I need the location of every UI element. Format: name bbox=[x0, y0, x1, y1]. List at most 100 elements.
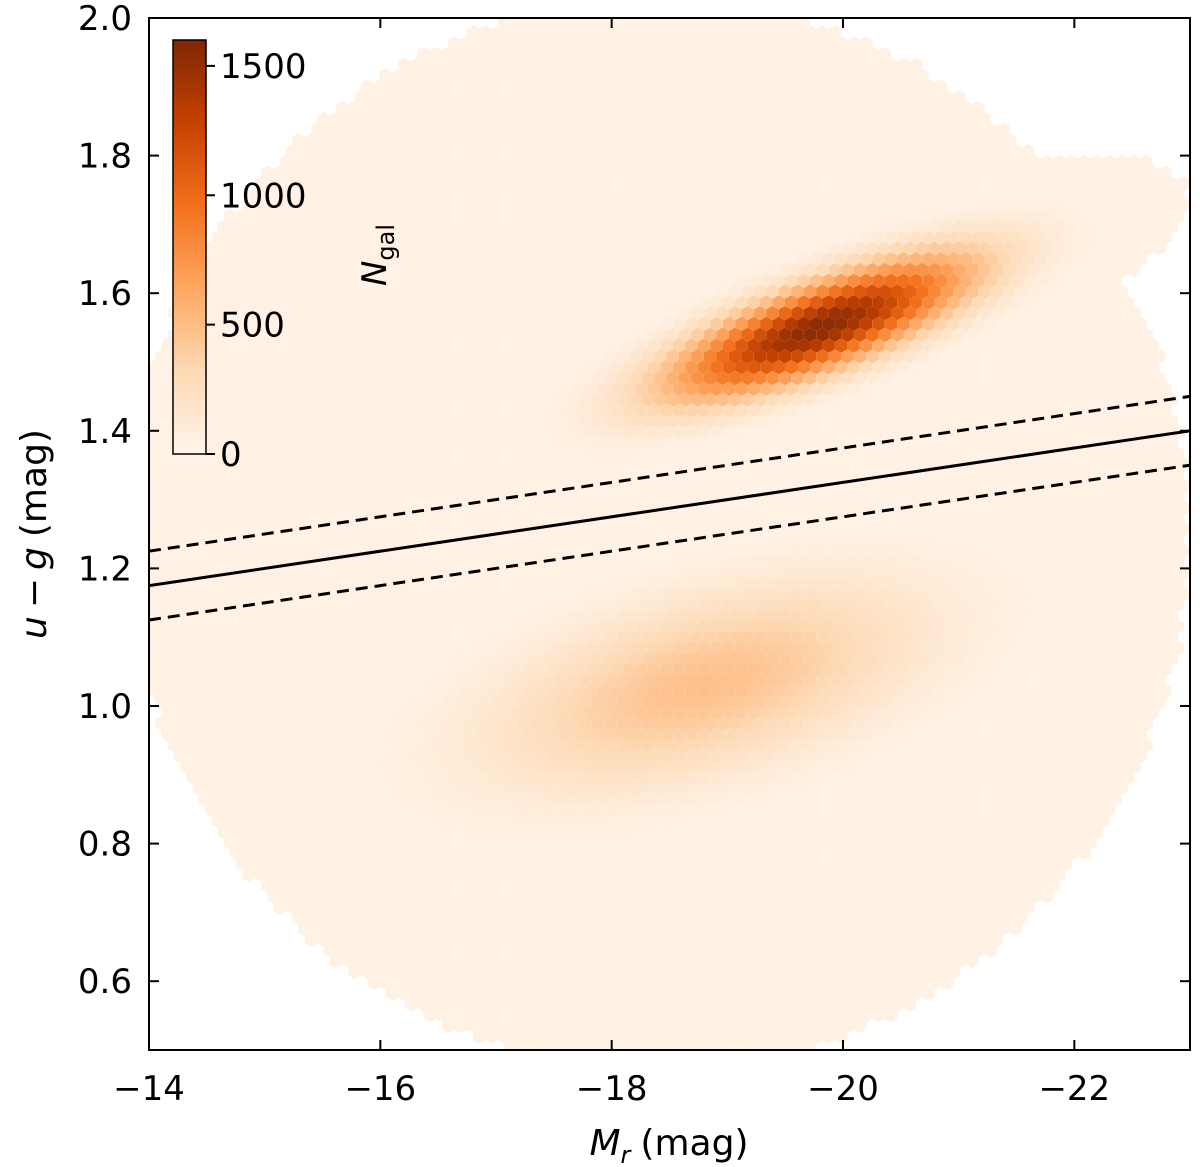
hexbin-cell bbox=[772, 295, 785, 310]
hexbin-cell bbox=[217, 392, 231, 407]
hexbin-cell bbox=[217, 457, 231, 472]
hexbin-cell bbox=[672, 446, 686, 461]
hexbin-cell bbox=[947, 187, 960, 202]
hexbin-cell bbox=[1084, 165, 1097, 180]
hexbin-cell bbox=[947, 424, 960, 440]
hexbin-cell bbox=[660, 252, 673, 267]
hexbin-cell bbox=[841, 262, 854, 278]
hexbin-cell bbox=[348, 187, 361, 202]
hexbin-cell bbox=[429, 457, 443, 472]
hexbin-cell bbox=[410, 208, 424, 224]
hexbin-cell bbox=[467, 176, 480, 191]
hexbin-cell bbox=[990, 176, 1004, 191]
hexbin-cell bbox=[392, 262, 405, 278]
hexbin-cell bbox=[404, 154, 418, 170]
hexbin-cell bbox=[660, 122, 673, 137]
hexbin-cell bbox=[317, 198, 330, 213]
hexbin-cell bbox=[161, 338, 174, 353]
hexbin-cell bbox=[791, 284, 804, 299]
hexbin-cell bbox=[1053, 457, 1066, 472]
hexbin-cell bbox=[978, 198, 991, 213]
hexbin-cell bbox=[1015, 327, 1029, 342]
hexbin-cell bbox=[516, 46, 530, 62]
hexbin-cell bbox=[610, 468, 623, 483]
hexbin-cell bbox=[1152, 414, 1166, 429]
hexbin-cell bbox=[841, 241, 854, 256]
hexbin-cell bbox=[560, 187, 573, 202]
hexbin-cell bbox=[523, 273, 536, 288]
hexbin-cell bbox=[417, 370, 430, 386]
hexbin-cell bbox=[1134, 252, 1147, 267]
hexbin-cell bbox=[797, 424, 810, 440]
hexbin-cell bbox=[348, 403, 361, 418]
hexbin-cell bbox=[1015, 306, 1029, 321]
hexbin-cell bbox=[510, 360, 524, 375]
hexbin-cell bbox=[984, 230, 997, 245]
hexbin-cell bbox=[803, 306, 817, 321]
hexbin-cell bbox=[1152, 392, 1166, 407]
hexbin-cell bbox=[1053, 306, 1066, 321]
hexbin-cell bbox=[579, 46, 592, 62]
hexbin-cell bbox=[691, 90, 704, 105]
hexbin-cell bbox=[354, 133, 368, 148]
hexbin-cell bbox=[654, 478, 667, 494]
hexbin-cell bbox=[417, 219, 430, 234]
hexbin-cell bbox=[679, 111, 692, 126]
hexbin-cell bbox=[1134, 511, 1147, 526]
hexbin-cell bbox=[1121, 338, 1135, 353]
hexbin-cell bbox=[666, 46, 679, 62]
hexbin-cell bbox=[554, 198, 567, 213]
hexbin-cell bbox=[972, 100, 985, 116]
hexbin-cell bbox=[1028, 284, 1041, 299]
hexbin-cell bbox=[916, 414, 929, 429]
hexbin-cell bbox=[679, 198, 692, 213]
hexbin-cell bbox=[442, 111, 455, 126]
hexbin-cell bbox=[984, 165, 997, 180]
hexbin-cell bbox=[891, 349, 904, 364]
hexbin-cell bbox=[417, 154, 430, 170]
hexbin-cell bbox=[467, 111, 480, 126]
hexbin-cell bbox=[1121, 165, 1135, 180]
hexbin-cell bbox=[267, 219, 280, 234]
hexbin-cell bbox=[1171, 489, 1185, 504]
hexbin-cell bbox=[1053, 500, 1066, 515]
hexbin-cell bbox=[1015, 241, 1029, 256]
hexbin-cell bbox=[161, 403, 174, 418]
hexbin-cell bbox=[535, 57, 549, 72]
hexbin-cell bbox=[1096, 165, 1110, 180]
hexbin-cell bbox=[772, 360, 785, 375]
hexbin-cell bbox=[654, 370, 667, 386]
hexbin-cell bbox=[934, 468, 948, 483]
hexbin-cell bbox=[473, 446, 486, 461]
hexbin-cell bbox=[866, 284, 879, 299]
hexbin-cell bbox=[703, 46, 717, 62]
hexbin-cell bbox=[729, 4, 742, 18]
hexbin-cell bbox=[816, 68, 829, 83]
hexbin-cell bbox=[516, 68, 530, 83]
hexbin-cell bbox=[560, 360, 573, 375]
hexbin-cell bbox=[666, 262, 679, 278]
hexbin-cell bbox=[161, 446, 174, 461]
hexbin-cell bbox=[616, 176, 630, 191]
hexbin-cell bbox=[548, 489, 561, 504]
hexbin-cell bbox=[654, 90, 667, 105]
hexbin-cell bbox=[1090, 349, 1103, 364]
hexbin-cell bbox=[597, 165, 611, 180]
hexbin-cell bbox=[1009, 489, 1022, 504]
hexbin-cell bbox=[597, 230, 611, 245]
hexbin-cell bbox=[404, 522, 418, 537]
hexbin-cell bbox=[728, 306, 742, 321]
hexbin-cell bbox=[261, 489, 274, 504]
hexbin-cell bbox=[847, 316, 860, 332]
hexbin-cell bbox=[342, 435, 355, 450]
hexbin-cell bbox=[691, 392, 704, 407]
hexbin-cell bbox=[1134, 338, 1147, 353]
hexbin-cell bbox=[329, 414, 343, 429]
hexbin-cell bbox=[385, 144, 399, 159]
hexbin-cell bbox=[566, 90, 580, 105]
hexbin-cell bbox=[1115, 478, 1128, 494]
hexbin-cell bbox=[385, 273, 399, 288]
hexbin-cell bbox=[523, 79, 536, 94]
hexbin-cell bbox=[610, 57, 623, 72]
hexbin-cell bbox=[354, 262, 368, 278]
